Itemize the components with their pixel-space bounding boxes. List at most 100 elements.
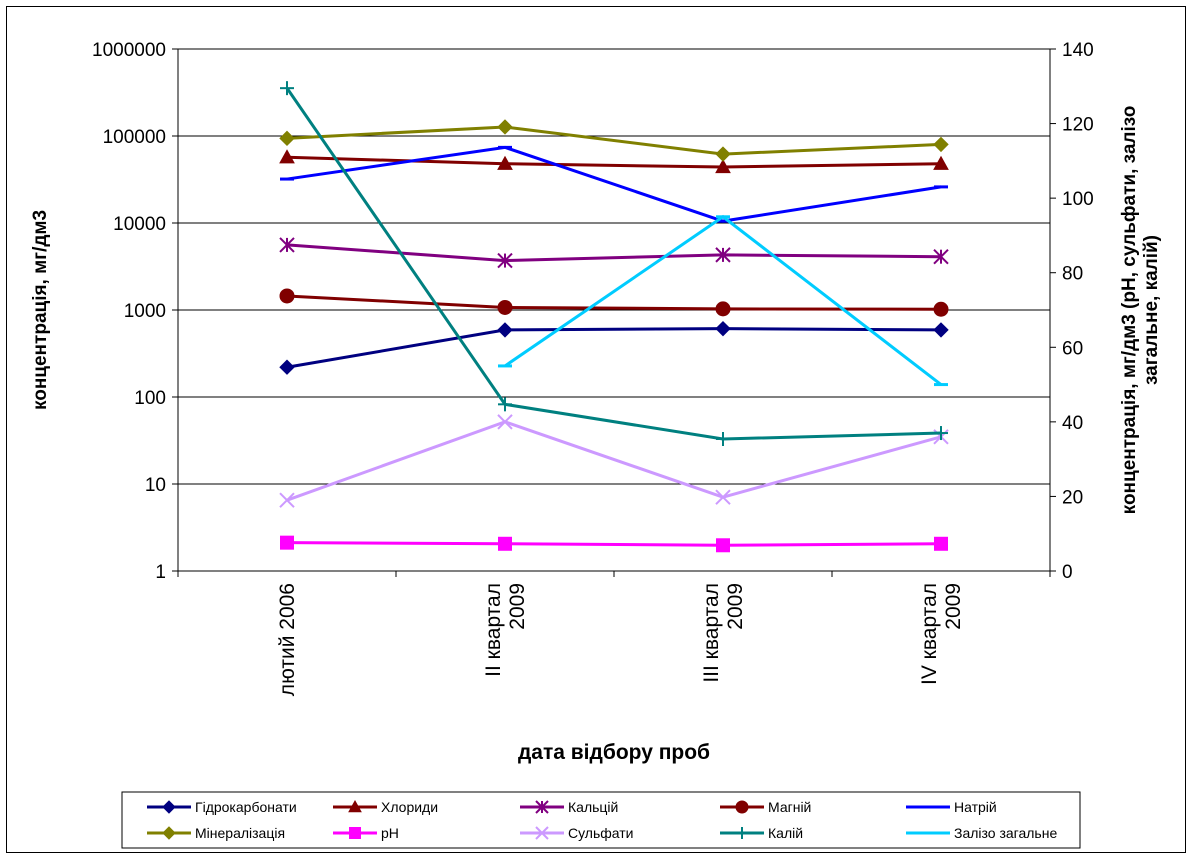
legend-entry: Гідрокарбонати [147, 799, 297, 815]
marker-shape [162, 826, 176, 840]
legend-entry: Кальцій [520, 799, 618, 815]
marker-shape [933, 322, 949, 338]
series-0-point [497, 322, 513, 338]
series-2-point [279, 237, 295, 253]
x-tick-label-line: 2009 [506, 583, 529, 630]
series-7-point [279, 492, 295, 508]
legend-entry: Хлориди [333, 799, 438, 815]
series-8-point [934, 426, 948, 441]
y-tick-label-right: 100 [1062, 189, 1094, 210]
series-1-point [715, 158, 731, 174]
series-6-point [280, 535, 294, 550]
marker-shape [934, 536, 948, 551]
legend-swatch-marker [735, 800, 749, 814]
x-tick-label-line: IV квартал [918, 583, 941, 685]
series-6-point [498, 536, 512, 551]
y-tick-label-right: 20 [1062, 487, 1083, 508]
series-3-point [279, 288, 295, 304]
marker-shape [162, 800, 176, 814]
legend-swatch-marker [348, 799, 362, 813]
series-3-point [933, 301, 949, 317]
legend-entry: Мінералізація [147, 825, 285, 841]
y-tick-label-left: 10000 [113, 214, 166, 235]
legend-swatch-marker [535, 826, 549, 840]
marker-shape [933, 301, 949, 317]
series-0-line [286, 327, 942, 369]
y-tick-label-right: 120 [1062, 115, 1094, 136]
legend-label: Хлориди [381, 799, 438, 815]
y-tick-label-left: 100000 [103, 127, 166, 148]
series-1-point [933, 155, 949, 170]
legend-label: Магній [768, 799, 811, 815]
legend-label: Натрій [954, 799, 997, 815]
marker-shape [497, 322, 513, 338]
series-8-point [498, 397, 512, 412]
y-axis-title-left: концентрація, мг/дм3 [30, 210, 51, 410]
marker-shape [498, 536, 512, 551]
series-5-group [279, 119, 949, 162]
y-axis-title-right-line: загальне, калій) [1141, 235, 1162, 385]
y-tick-label-left: 10 [145, 475, 166, 496]
marker-shape [280, 535, 294, 550]
legend-label: Калій [768, 825, 803, 841]
legend-box [121, 791, 1081, 849]
y-tick-label-right: 40 [1062, 413, 1083, 434]
series-1-point [279, 149, 295, 164]
y-tick-label-left: 100 [134, 388, 166, 409]
series-5-point [279, 130, 295, 147]
series-7-line [286, 420, 942, 502]
legend-label: Сульфати [568, 825, 634, 841]
x-axis-title: дата відбору проб [518, 741, 710, 764]
series-3-point [497, 299, 513, 315]
y-axis-title-right-line: концентрація, мг/дм3 (pH, сульфати, залі… [1119, 106, 1140, 515]
legend-label: Гідрокарбонати [195, 799, 297, 815]
series-6-point [716, 538, 730, 553]
marker-shape [279, 149, 295, 164]
legend-swatch-marker [349, 827, 361, 839]
marker-shape [735, 800, 749, 814]
legend-entry: Натрій [906, 799, 997, 815]
legend-swatch-marker [535, 800, 549, 814]
series-5-point [715, 146, 731, 162]
marker-shape [348, 799, 362, 813]
series-3-group [279, 288, 949, 317]
marker-shape [349, 827, 361, 839]
marker-shape [716, 538, 730, 553]
y-tick-label-left: 1000 [124, 301, 166, 322]
series-6-point [934, 536, 948, 551]
marker-shape [497, 414, 513, 430]
legend-entry: Сульфати [520, 825, 634, 841]
series-2-point [715, 247, 731, 263]
legend-entry: Калій [720, 825, 803, 841]
y-tick-label-right: 80 [1062, 264, 1083, 285]
series-8-line [285, 87, 942, 441]
series-7-group [279, 414, 949, 508]
x-tick-label: лютий 2006 [276, 583, 299, 696]
legend-label: Мінералізація [195, 825, 285, 841]
x-tick-label-line: ІІІ квартал [700, 583, 723, 683]
series-0-point [933, 322, 949, 338]
legend-entry: Залізо загальне [906, 825, 1057, 841]
legend-label: Залізо загальне [954, 825, 1057, 841]
marker-shape [715, 301, 731, 317]
series-8-group [280, 81, 948, 447]
legend-swatch-marker [162, 800, 176, 814]
series-6-group [280, 535, 948, 553]
x-tick-label-line: ІІ квартал [482, 583, 505, 677]
y-axis-title-right: концентрація, мг/дм3 (pH, сульфати, залі… [1119, 106, 1162, 515]
series-5-line [286, 125, 942, 156]
x-tick-label-line: 2009 [942, 583, 965, 630]
marker-shape [497, 119, 513, 135]
legend-swatch-marker [162, 826, 176, 840]
x-tick-label-line: лютий 2006 [276, 583, 299, 696]
legend-swatch-marker [736, 827, 748, 839]
chart-frame [6, 6, 1186, 853]
series-0-point [279, 359, 295, 375]
x-tick-label: ІІ квартал2009 [482, 583, 529, 677]
marker-shape [497, 155, 513, 170]
legend-entry: pH [333, 825, 399, 841]
series-3-point [715, 301, 731, 317]
marker-shape [933, 136, 949, 153]
series-0-point [715, 320, 731, 337]
